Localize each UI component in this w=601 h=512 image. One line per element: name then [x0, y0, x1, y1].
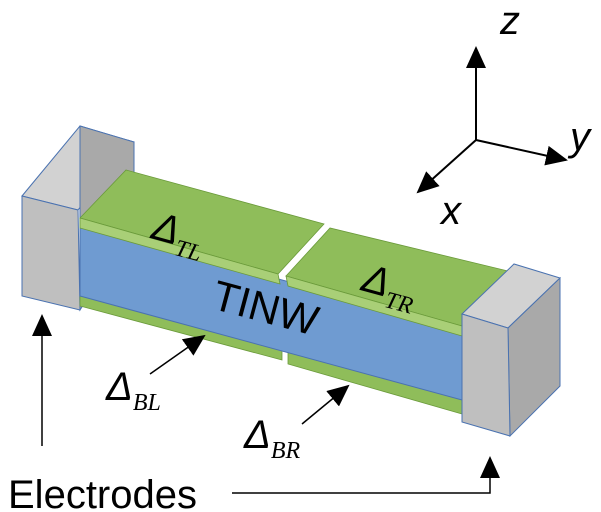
- gap-bl-subscript: BL: [133, 390, 161, 416]
- y-axis-arrow: [475, 139, 568, 166]
- top-superconductor: [79, 169, 513, 337]
- x-axis-arrow: [416, 139, 477, 194]
- y-axis-label: y: [567, 115, 593, 159]
- z-axis-label: z: [499, 0, 520, 43]
- gap-label-bottom-right: ΔBR: [243, 413, 301, 464]
- gap-br-subscript: BR: [271, 438, 301, 464]
- gap-bl-symbol: Δ: [105, 365, 133, 409]
- right-electrode-pointer-arrow: [232, 456, 500, 494]
- top-left-slab-front: [79, 217, 281, 285]
- right-electrode-front: [461, 313, 511, 437]
- electrodes-label: Electrodes: [8, 473, 197, 512]
- right-electrode: [461, 263, 561, 438]
- gap-label-bottom-left: ΔBL: [105, 365, 161, 416]
- coordinate-axes: z y x: [416, 0, 593, 233]
- gap-bl-pointer-arrow: [149, 334, 206, 375]
- gap-br-pointer-arrow: [301, 384, 350, 425]
- x-axis-label: x: [439, 189, 463, 233]
- gap-br-symbol: Δ: [243, 413, 271, 457]
- left-electrode-front: [21, 195, 81, 311]
